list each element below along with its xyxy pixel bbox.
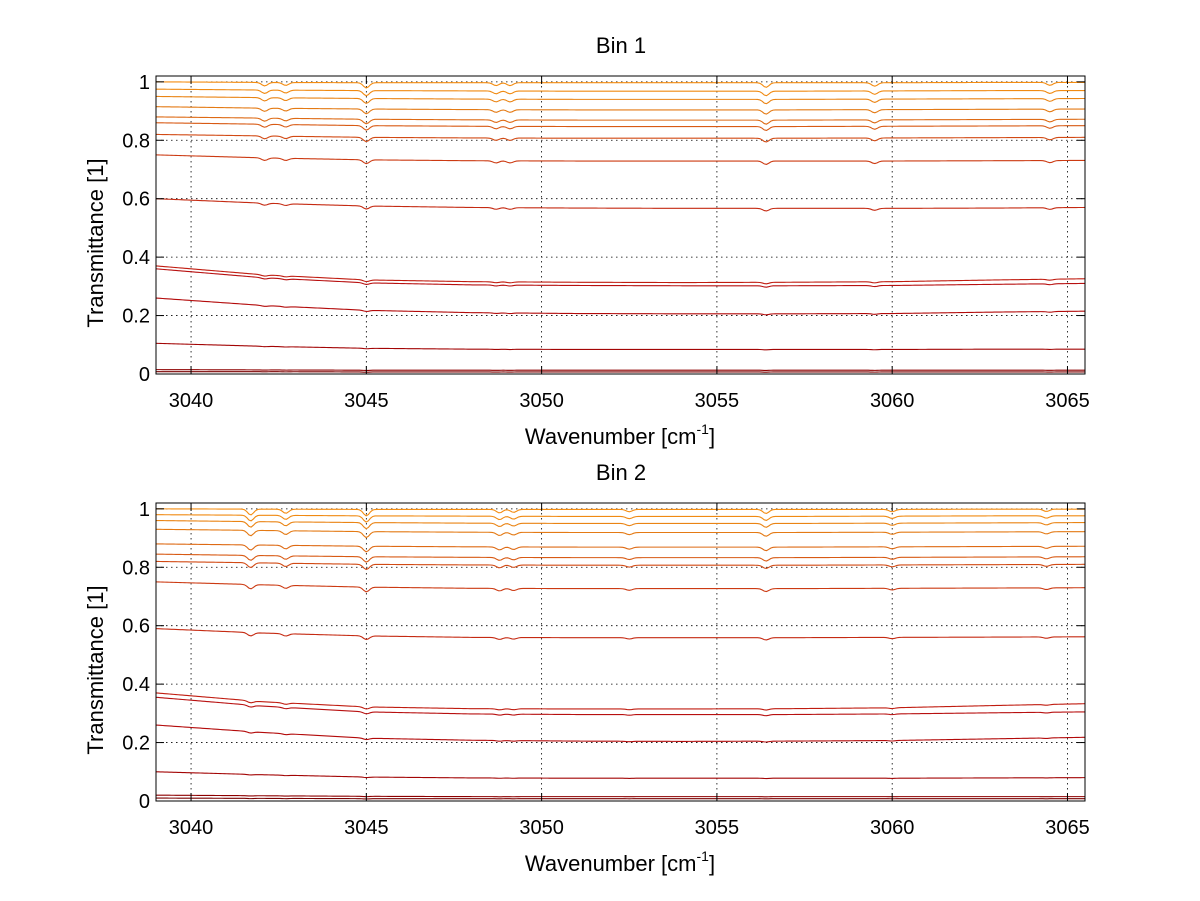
- y-tick-label: 1: [139, 72, 150, 94]
- y-axis-label: Transmittance [1]: [83, 585, 108, 754]
- series-line: [155, 543, 1086, 553]
- y-tick-label: 0.4: [122, 247, 150, 269]
- y-tick-label: 0.4: [122, 674, 150, 696]
- series-line: [155, 106, 1086, 115]
- x-axis-label-base: Wavenumber [cm: [525, 424, 697, 449]
- series-group: [155, 81, 1086, 373]
- series-line: [155, 342, 1085, 351]
- x-tick-label: 3055: [695, 390, 740, 412]
- series-line: [156, 797, 1085, 800]
- x-tick-label: 3060: [870, 817, 915, 839]
- y-tick-label: 0.8: [122, 557, 150, 579]
- y-tick-label: 0.8: [122, 130, 150, 152]
- series-line: [155, 81, 1085, 89]
- y-tick-label: 0: [139, 791, 150, 813]
- series-line: [155, 724, 1086, 743]
- series-line: [155, 122, 1085, 132]
- series-line: [156, 371, 1085, 373]
- series-line: [155, 771, 1085, 780]
- series-line: [155, 198, 1086, 212]
- x-axis-label-base: Wavenumber [cm: [525, 851, 697, 876]
- x-tick-label: 3045: [344, 817, 389, 839]
- series-line: [155, 297, 1086, 316]
- series-line: [155, 268, 1086, 288]
- y-axis-label: Transmittance [1]: [83, 158, 108, 327]
- x-tick-label: 3065: [1045, 390, 1090, 412]
- series-group: [155, 508, 1086, 800]
- x-tick-label: 3045: [344, 390, 389, 412]
- series-line: [155, 514, 1085, 523]
- series-line: [155, 265, 1086, 285]
- grid: [156, 503, 1085, 802]
- x-axis-label-superscript: -1: [697, 421, 710, 437]
- series-line: [155, 154, 1086, 165]
- x-tick-label: 3060: [870, 390, 915, 412]
- x-axis-ticks: 3040 3045 3050 3055 3060 3065: [169, 76, 1090, 412]
- series-line: [155, 519, 1086, 530]
- x-axis-label-close: ]: [709, 851, 715, 876]
- y-axis-ticks: 0 0.2 0.4 0.6 0.8 1: [122, 72, 1085, 386]
- series-line: [155, 95, 1085, 105]
- series-line: [156, 369, 1085, 372]
- y-tick-label: 0.6: [122, 189, 150, 211]
- series-line: [155, 692, 1086, 711]
- x-axis-label: Wavenumber [cm-1]: [525, 421, 715, 449]
- series-line: [155, 116, 1086, 125]
- plot-frame: [155, 502, 1086, 802]
- series-line: [155, 88, 1085, 97]
- x-axis-label: Wavenumber [cm-1]: [525, 848, 715, 876]
- x-tick-label: 3050: [519, 817, 564, 839]
- y-tick-label: 0.2: [122, 306, 150, 328]
- y-tick-label: 0.2: [122, 733, 150, 755]
- y-tick-label: 1: [139, 499, 150, 521]
- chart-panel-bin-2: Bin 2 3040 3045 3050 3055 3060 3065 0 0.2 0.4 0.…: [83, 460, 1090, 876]
- x-tick-label: 3055: [695, 817, 740, 839]
- x-tick-label: 3040: [169, 390, 214, 412]
- x-tick-label: 3050: [519, 390, 564, 412]
- series-line: [155, 696, 1086, 717]
- series-line: [155, 553, 1085, 563]
- x-tick-label: 3065: [1045, 817, 1090, 839]
- x-axis-label-superscript: -1: [697, 848, 710, 864]
- series-line: [155, 628, 1086, 641]
- chart-title: Bin 2: [596, 460, 646, 485]
- series-line: [155, 508, 1085, 517]
- series-line: [155, 133, 1086, 143]
- series-line: [155, 794, 1085, 798]
- y-tick-label: 0.6: [122, 616, 150, 638]
- series-line: [155, 560, 1086, 571]
- x-axis-ticks: 3040 3045 3050 3055 3060 3065: [169, 503, 1090, 839]
- x-tick-label: 3040: [169, 817, 214, 839]
- y-tick-label: 0: [139, 364, 150, 386]
- y-axis-ticks: 0 0.2 0.4 0.6 0.8 1: [122, 499, 1085, 813]
- x-axis-label-close: ]: [709, 424, 715, 449]
- grid: [156, 76, 1085, 375]
- series-line: [155, 581, 1085, 593]
- chart-title: Bin 1: [596, 33, 646, 58]
- chart-panel-bin-1: Bin 1 3040 3045 3050 3055 3060 3065 0 0.2 0.4 0.…: [83, 33, 1090, 449]
- plot-frame: [155, 75, 1086, 375]
- series-line: [155, 528, 1086, 539]
